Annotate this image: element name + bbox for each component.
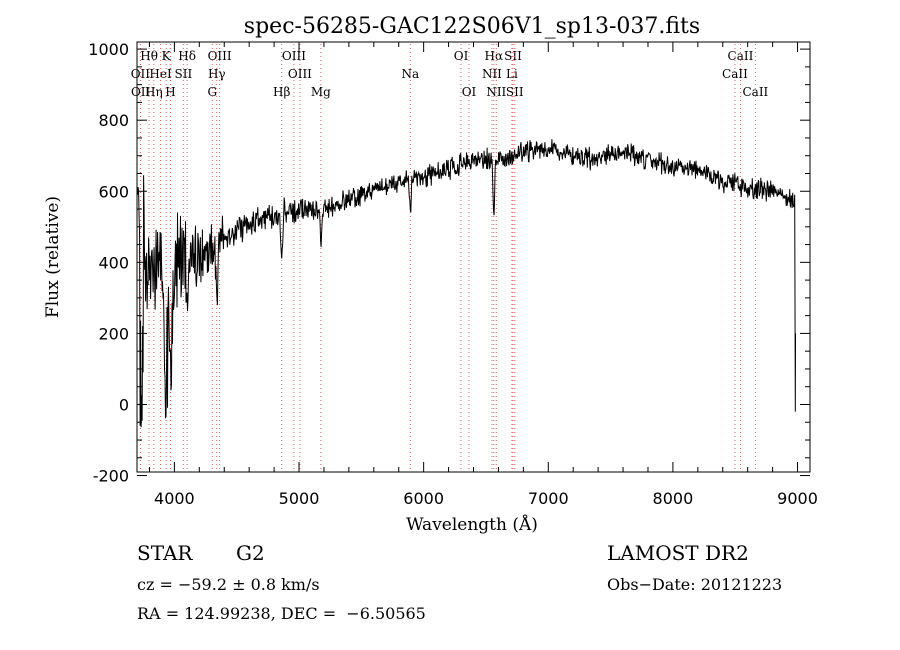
- x-tick-label: 8000: [653, 489, 694, 508]
- y-tick-label: 1000: [88, 40, 129, 59]
- line-marker-label: OIII: [208, 49, 232, 63]
- y-tick-label: 400: [98, 253, 129, 272]
- line-marker-label: CaII: [722, 67, 748, 81]
- x-tick-label: 6000: [403, 489, 444, 508]
- line-marker-label: Mg: [311, 85, 331, 99]
- line-marker-label: Li: [506, 67, 518, 81]
- line-marker-label: OII: [131, 67, 151, 81]
- line-marker-label: H: [165, 85, 175, 99]
- line-marker-label: Hθ: [140, 49, 158, 63]
- y-tick-label: 0: [119, 395, 129, 414]
- chart-title: spec-56285-GAC122S06V1_sp13-037.fits: [244, 14, 700, 39]
- y-tick-label: 600: [98, 182, 129, 201]
- line-marker-label: SII: [506, 85, 524, 99]
- y-axis-label: Flux (relative): [43, 196, 63, 318]
- line-marker-label: K: [162, 49, 172, 63]
- line-marker-label: OI: [462, 85, 477, 99]
- line-marker-label: HeI: [149, 67, 172, 81]
- line-marker-label: CaII: [728, 49, 754, 63]
- line-marker-label: OI: [454, 49, 469, 63]
- line-marker-label: NII: [482, 67, 502, 81]
- line-marker-label: SII: [175, 67, 193, 81]
- line-marker-label: Hγ: [208, 67, 226, 81]
- survey-name: LAMOST DR2: [607, 541, 749, 565]
- line-marker-label: Hα: [485, 49, 504, 63]
- x-tick-label: 7000: [528, 489, 569, 508]
- coordinates-text: RA = 124.99238, DEC = −6.50565: [137, 604, 426, 623]
- plot-frame: [136, 41, 811, 473]
- line-marker-label: G: [207, 85, 217, 99]
- line-marker-label: CaII: [742, 85, 768, 99]
- line-marker-label: Hη: [145, 85, 163, 99]
- y-tick-label: 200: [98, 324, 129, 343]
- line-marker-label: OIII: [282, 49, 306, 63]
- line-marker-label: Hδ: [178, 49, 196, 63]
- line-marker-label: NII: [486, 85, 506, 99]
- x-tick-label: 4000: [154, 489, 195, 508]
- spectrum-line: [137, 139, 796, 428]
- x-axis-label: Wavelength (Å): [406, 514, 538, 535]
- subclass: G2: [236, 541, 265, 565]
- line-marker-label: Hβ: [273, 85, 290, 99]
- y-tick-label: -200: [93, 467, 129, 486]
- x-tick-label: 5000: [279, 489, 320, 508]
- axes-group: 4000 5000 6000 7000 8000 9000 -200 0 200 400 600 80…: [88, 40, 818, 508]
- line-marker-label: SII: [504, 49, 522, 63]
- line-marker-label: OIII: [288, 67, 312, 81]
- y-tick-label: 800: [98, 111, 129, 130]
- object-type: STAR: [137, 541, 193, 565]
- obs-date-text: Obs−Date: 20121223: [607, 575, 783, 594]
- x-tick-label: 9000: [777, 489, 818, 508]
- redshift-text: cz = −59.2 ± 0.8 km/s: [137, 575, 320, 594]
- line-marker-label: Na: [401, 67, 419, 81]
- line-marker-label: OII: [131, 85, 151, 99]
